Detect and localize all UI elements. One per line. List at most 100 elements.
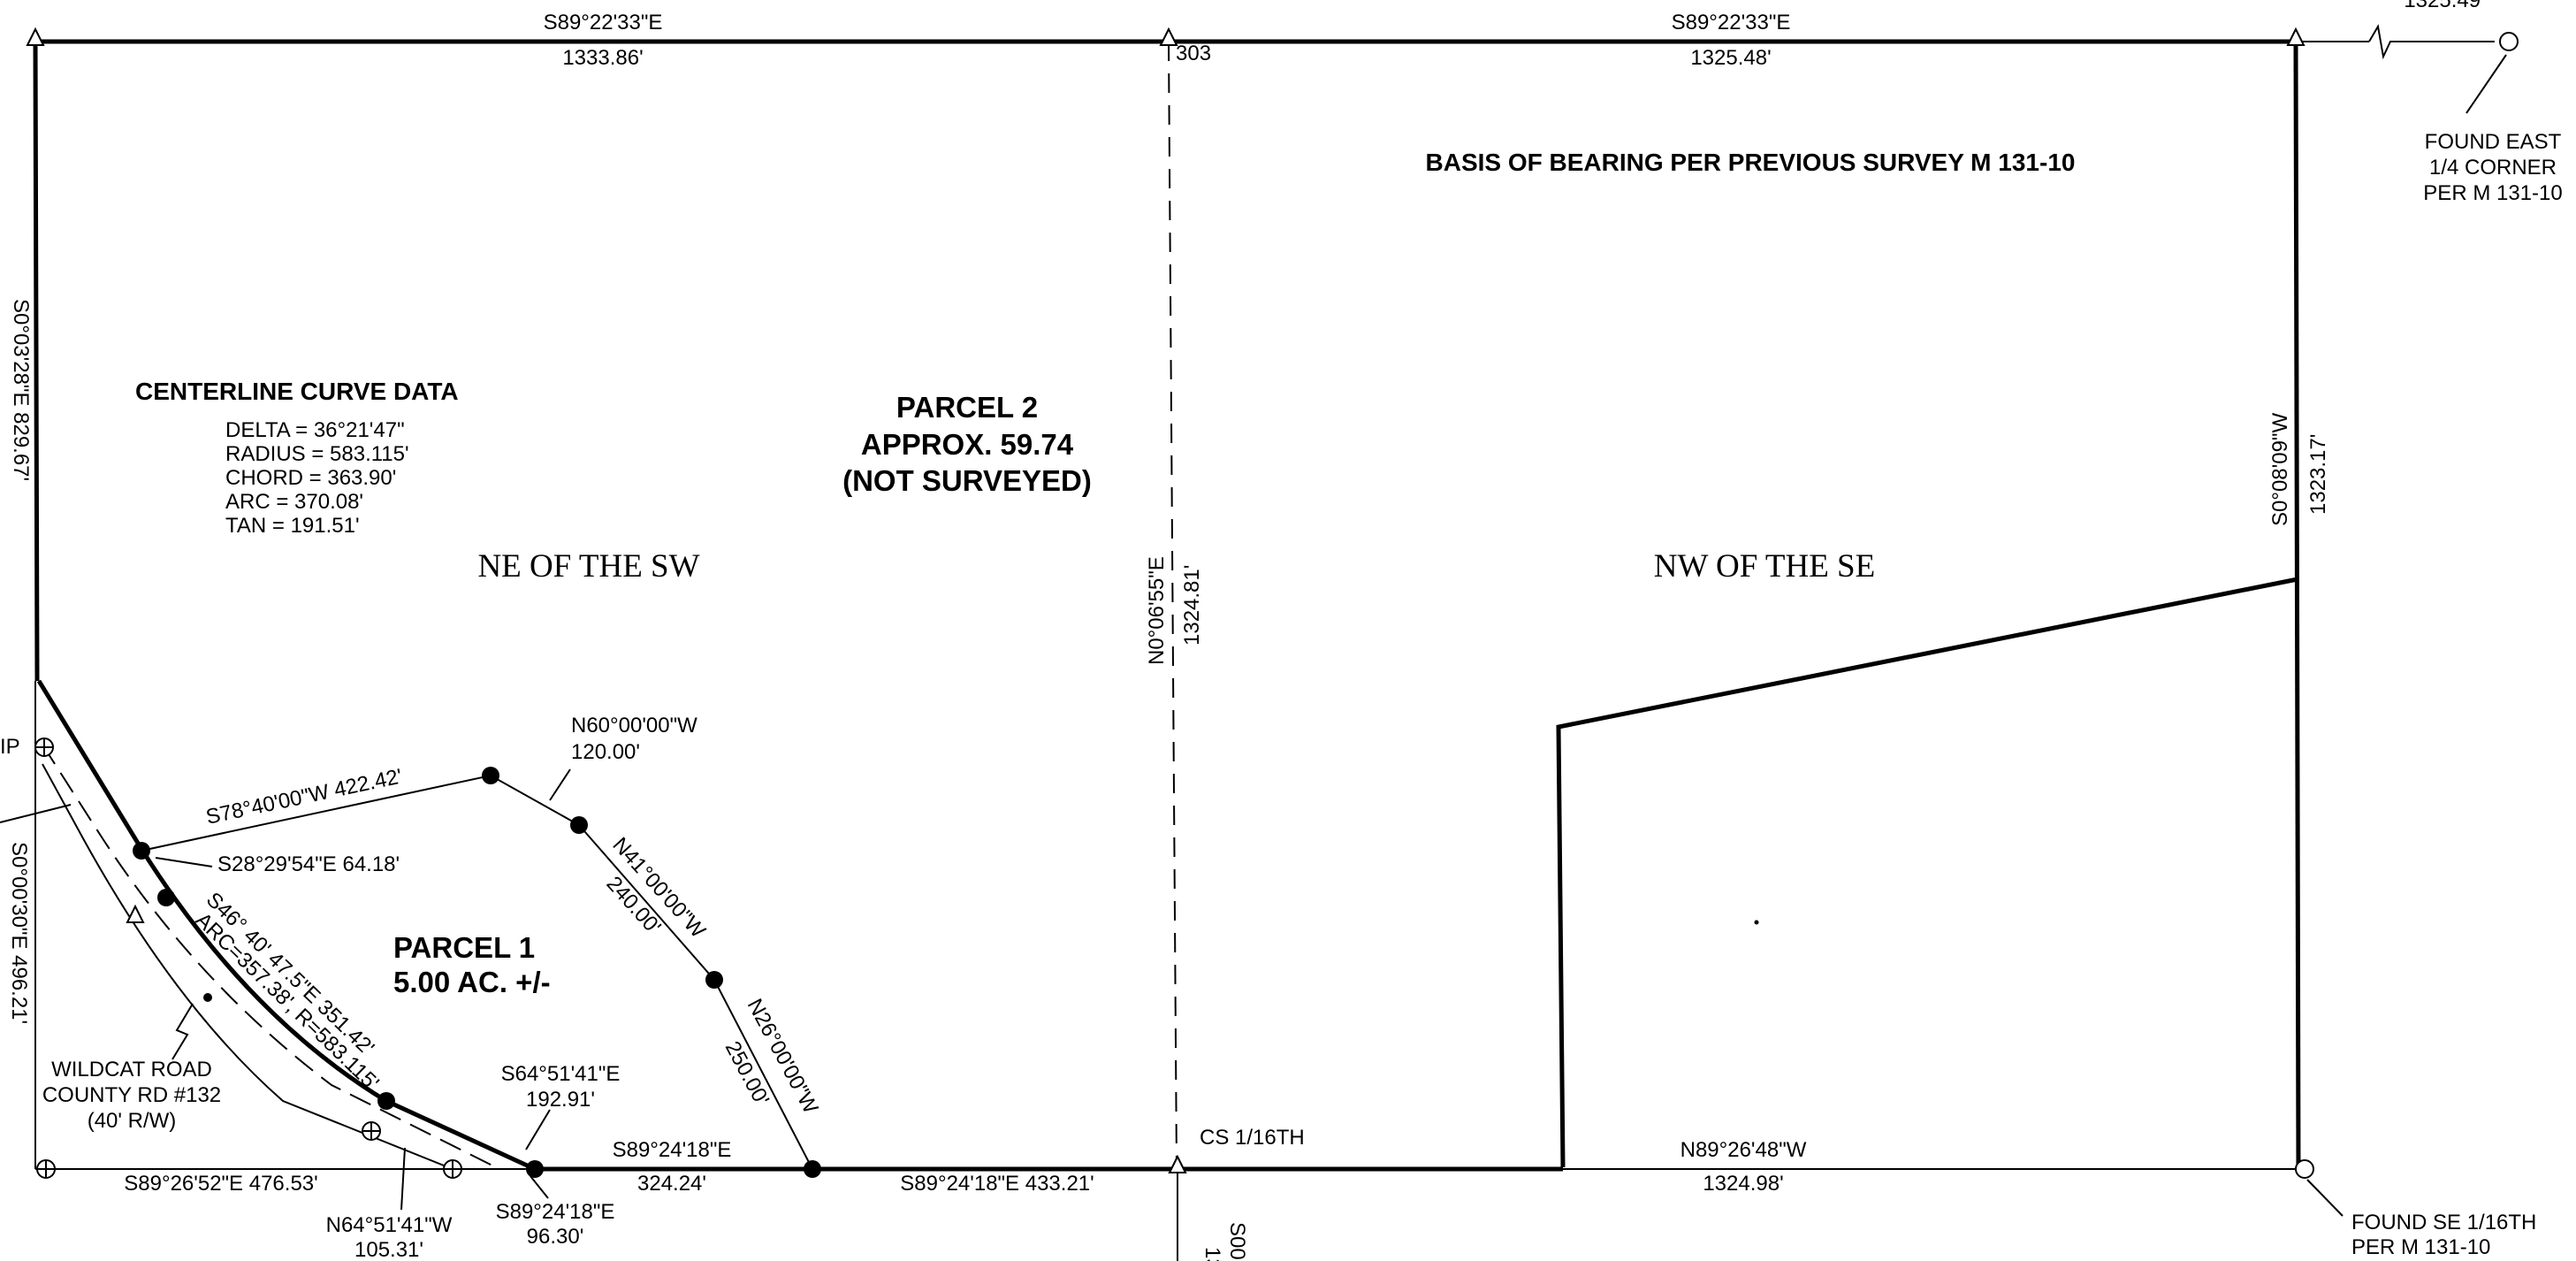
n89-distance: 1324.98'	[1703, 1172, 1783, 1196]
top-right-bearing: S89°22'33"E	[1672, 11, 1791, 34]
ext-distance: 1325.49'	[2404, 0, 2484, 12]
triangle-marker-icon	[1159, 27, 1178, 46]
road-south-row	[42, 763, 453, 1170]
road-centerline	[42, 744, 500, 1170]
parcel1-area: 5.00 AC. +/-	[393, 966, 551, 998]
east-bearing: S0°08'09"W	[2268, 413, 2292, 526]
s89-24-short-bearing: S89°24'18"E	[496, 1200, 615, 1224]
s64-bearing: S64°51'41"E	[501, 1062, 621, 1086]
leader-lines	[0, 54, 2507, 1217]
set-pin-icon	[705, 971, 723, 989]
found-east-line3: PER M 131-10	[2423, 181, 2562, 205]
set-pin-icon	[133, 842, 150, 860]
curve-radius: RADIUS = 583.115'	[225, 442, 409, 466]
leader-found-se	[2306, 1179, 2344, 1217]
south-bearing-partial: S00°	[1225, 1222, 1249, 1261]
break-symbol	[2368, 24, 2495, 60]
crosshair-icon	[34, 737, 54, 757]
s89-26-bearing: S89°26'52"E 476.53'	[124, 1172, 317, 1196]
dot-icon	[1754, 920, 1759, 925]
section-label-ne-sw: NE OF THE SW	[477, 548, 699, 585]
leader-road	[171, 1003, 194, 1060]
east-boundary	[2293, 41, 2301, 1170]
parcel2-title: PARCEL 2	[896, 391, 1038, 424]
n60-distance: 120.00'	[571, 740, 640, 764]
n64-bearing: N64°51'41"W	[326, 1213, 453, 1237]
centerline-point-icon	[203, 993, 212, 1002]
found-east-line2: 1/4 CORNER	[2429, 156, 2557, 180]
west-upper-bearing: S0°03'28"E 829.67'	[9, 299, 33, 481]
set-pin-icon	[157, 889, 175, 906]
n64-distance: 105.31'	[354, 1238, 423, 1261]
s46-bearing: S46° 40' 47.5"E 351.42'	[202, 888, 379, 1060]
curve-arc: ARC = 370.08'	[225, 490, 363, 514]
boundary-lines	[33, 24, 2495, 1261]
arc-label: ARC=357.38', R=583.115'	[191, 908, 384, 1096]
leader-s64	[525, 1109, 551, 1150]
leader-n60	[549, 768, 571, 801]
road-width: (40' R/W)	[88, 1109, 177, 1133]
ip-label: IP	[0, 735, 20, 759]
road-north-row	[36, 679, 537, 1172]
quarter-line	[1168, 41, 1177, 1170]
road-lines	[36, 679, 537, 1172]
parcel2-area: APPROX. 59.74	[861, 428, 1074, 461]
center-line-bearing: N0°06'55"E	[1145, 556, 1169, 665]
n89-bearing: N89°26'48"W	[1680, 1138, 1807, 1162]
n60-bearing: N60°00'00"W	[571, 714, 697, 737]
point-303-label: 303	[1176, 42, 1211, 65]
cs-sixteenth-label: CS 1/16TH	[1200, 1126, 1305, 1150]
set-pin-icon	[526, 1160, 544, 1178]
east-distance: 1323.17'	[2306, 434, 2330, 515]
south-distance-partial: 13	[1200, 1247, 1224, 1261]
triangle-marker-icon	[1168, 1154, 1187, 1173]
leader-found-east	[2465, 54, 2507, 114]
survey-markers	[26, 27, 2519, 1179]
found-monument-icon	[2499, 32, 2519, 51]
road-county: COUNTY RD #132	[42, 1083, 221, 1107]
s78-bearing: S78°40'00"W 422.42'	[204, 764, 405, 829]
triangle-marker-icon	[126, 904, 145, 923]
s89-24-mid-bearing: S89°24'18"E	[613, 1138, 732, 1162]
top-left-bearing: S89°22'33"E	[544, 11, 663, 34]
west-lower-bearing: S0°00'30"E 496.21'	[7, 842, 31, 1024]
crosshair-icon	[36, 1159, 56, 1179]
curve-data-title: CENTERLINE CURVE DATA	[135, 378, 459, 405]
leader-s89-short	[530, 1175, 549, 1199]
west-boundary	[33, 41, 40, 682]
road-name: WILDCAT ROAD	[51, 1058, 212, 1081]
found-monument-icon	[2295, 1159, 2314, 1179]
crosshair-icon	[443, 1159, 462, 1179]
triangle-marker-icon	[26, 27, 45, 46]
crosshair-icon	[362, 1121, 381, 1141]
set-pin-icon	[804, 1160, 821, 1178]
top-left-distance: 1333.86'	[562, 46, 643, 70]
found-east-line1: FOUND EAST	[2425, 130, 2562, 154]
triangle-marker-icon	[2286, 27, 2305, 46]
section-label-nw-se: NW OF THE SE	[1654, 548, 1875, 585]
found-se-line2: PER M 131-10	[2351, 1235, 2490, 1259]
set-pin-icon	[482, 767, 499, 784]
s89-24-mid-distance: 324.24'	[637, 1172, 706, 1196]
curve-chord: CHORD = 363.90'	[225, 466, 396, 490]
s64-distance: 192.91'	[526, 1088, 595, 1112]
s89-24-short-distance: 96.30'	[527, 1225, 584, 1249]
basis-of-bearing-note: BASIS OF BEARING PER PREVIOUS SURVEY M 1…	[1426, 149, 2076, 176]
s28-bearing: S28°29'54"E 64.18'	[217, 852, 400, 876]
parcel1-title: PARCEL 1	[393, 931, 535, 964]
parcel2-inner-boundary	[1556, 577, 2298, 1168]
top-right-distance: 1325.48'	[1690, 46, 1771, 70]
center-line-distance: 1324.81'	[1180, 565, 1204, 646]
parcel2-note: (NOT SURVEYED)	[842, 464, 1092, 497]
found-se-line1: FOUND SE 1/16TH	[2351, 1211, 2536, 1234]
set-pin-icon	[570, 816, 588, 834]
set-pin-icon	[377, 1092, 395, 1110]
curve-delta: DELTA = 36°21'47"	[225, 418, 405, 442]
leader-left	[0, 804, 72, 823]
leader-s28	[155, 857, 213, 867]
leader-n64	[400, 1147, 406, 1211]
s89-24-long-bearing: S89°24'18"E 433.21'	[900, 1172, 1094, 1196]
curve-tan: TAN = 191.51'	[225, 514, 360, 538]
